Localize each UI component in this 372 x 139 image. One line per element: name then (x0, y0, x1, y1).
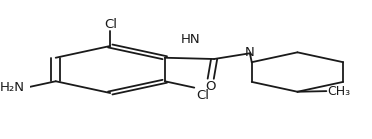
Text: Cl: Cl (104, 18, 117, 31)
Text: Cl: Cl (196, 89, 209, 102)
Text: N: N (245, 46, 255, 59)
Text: H₂N: H₂N (0, 81, 25, 94)
Text: HN: HN (180, 33, 200, 46)
Text: CH₃: CH₃ (327, 85, 350, 98)
Text: O: O (205, 80, 216, 93)
